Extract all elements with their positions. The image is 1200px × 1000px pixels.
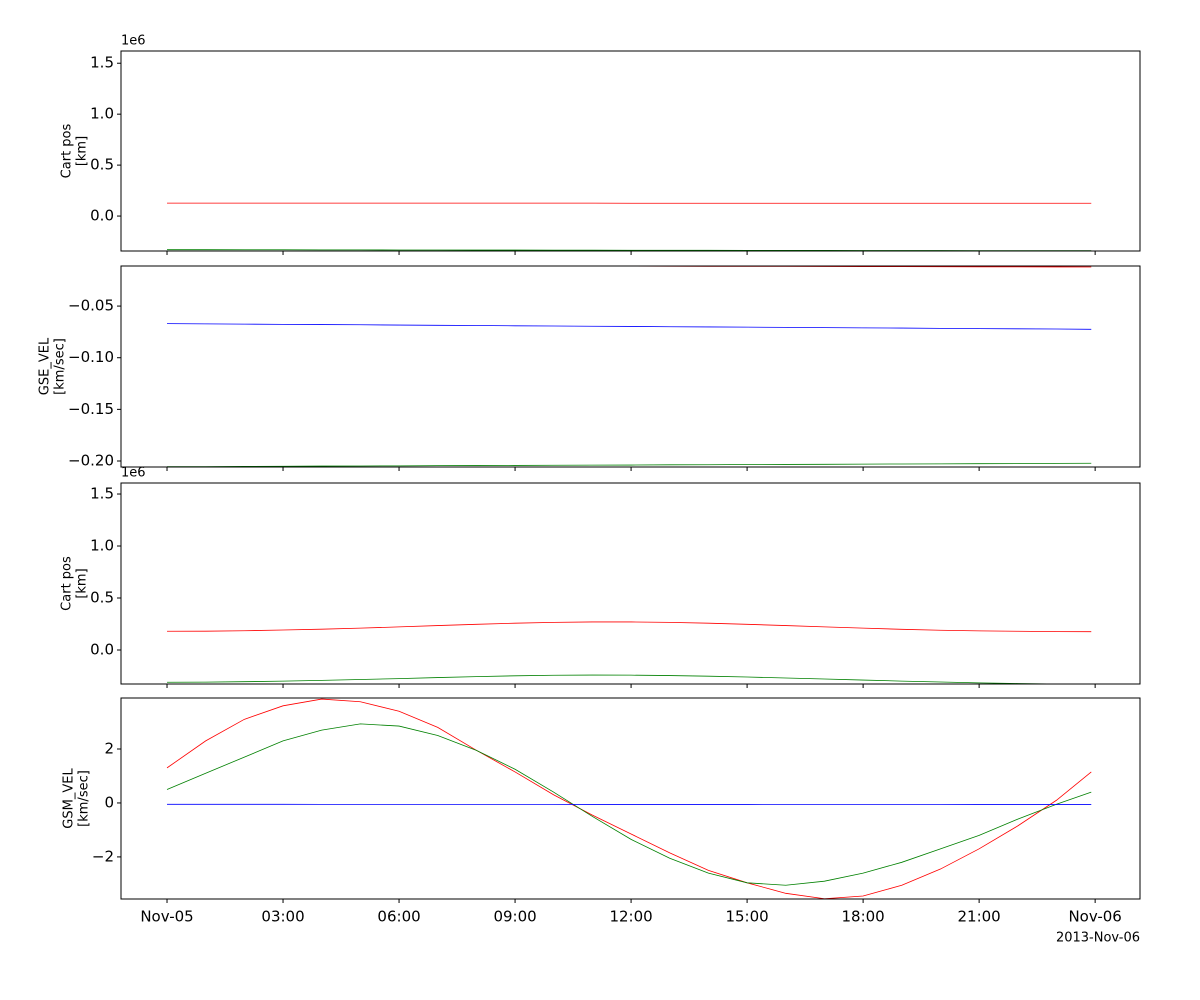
y-axis-label: Cart pos — [60, 123, 75, 178]
panel: 0.0 0.5 1.0 1.5 Cart pos [km] 1e6 — [60, 466, 1141, 688]
axes-frame — [120, 265, 1141, 468]
y-tick-label: 2 — [104, 739, 114, 757]
plot-area — [166, 698, 1092, 899]
x-date-label: 2013-Nov-06 — [1056, 931, 1140, 946]
x-tick-label: Nov-05 — [140, 908, 193, 926]
y-axis-label: [km/sec] — [53, 338, 68, 395]
y-axis-label: GSM_VEL — [61, 768, 76, 829]
y-tick-label: 0.0 — [90, 640, 114, 658]
y-tick-label: −0.05 — [68, 297, 114, 315]
data-line — [167, 674, 1090, 684]
panel: −0.20 −0.15 −0.10 −0.05 GSE_VEL [km/sec] — [38, 265, 1141, 471]
axes-frame — [120, 50, 1141, 252]
y-tick-label: 0.5 — [90, 156, 114, 174]
x-tick-label: 03:00 — [261, 908, 304, 926]
y-tick-label: 1.5 — [90, 485, 114, 503]
y-axis-label: [km/sec] — [76, 770, 91, 827]
x-tick-label: 21:00 — [958, 908, 1001, 926]
data-line — [166, 698, 1092, 899]
y-tick-label: 1.5 — [90, 54, 114, 72]
data-line — [166, 723, 1092, 886]
y-tick-label: 1.0 — [90, 537, 114, 555]
y-offset-label: 1e6 — [121, 34, 146, 49]
data-line — [167, 323, 1092, 330]
data-line — [167, 621, 1092, 633]
y-tick-label: 1.0 — [90, 105, 114, 123]
y-tick-label: −0.15 — [68, 400, 114, 418]
y-tick-label: −0.20 — [68, 452, 114, 470]
y-tick-label: 0.5 — [90, 589, 114, 607]
plot-area — [167, 621, 1092, 684]
y-axis-label: GSE_VEL — [38, 337, 53, 395]
y-tick-label: 0 — [104, 793, 114, 811]
x-tick-label: 09:00 — [493, 908, 536, 926]
axes-frame — [120, 482, 1141, 685]
y-tick-label: −0.10 — [68, 348, 114, 366]
plot-area — [167, 202, 1092, 251]
x-tick-label: 18:00 — [841, 908, 884, 926]
y-axis-label: Cart pos — [60, 556, 75, 611]
plot-area — [167, 266, 1092, 467]
x-tick-label: 06:00 — [377, 908, 420, 926]
y-tick-label: 0.0 — [90, 207, 114, 225]
y-axis-label: [km] — [75, 568, 90, 598]
x-tick-label: Nov-06 — [1068, 908, 1121, 926]
axes-frame — [120, 697, 1141, 900]
y-axis-label: [km] — [75, 136, 90, 166]
y-offset-label: 1e6 — [121, 466, 146, 481]
x-tick-label: 12:00 — [609, 908, 652, 926]
data-line — [167, 249, 1092, 251]
panel: −2 0 2 Nov-05 03:00 06:00 09:00 12:00 15:00 18:00… — [61, 697, 1141, 946]
panel: 0.0 0.5 1.0 1.5 Cart pos [km] 1e6 — [60, 34, 1141, 255]
y-tick-label: −2 — [92, 847, 114, 865]
x-tick-label: 15:00 — [725, 908, 768, 926]
data-line — [167, 462, 1092, 467]
